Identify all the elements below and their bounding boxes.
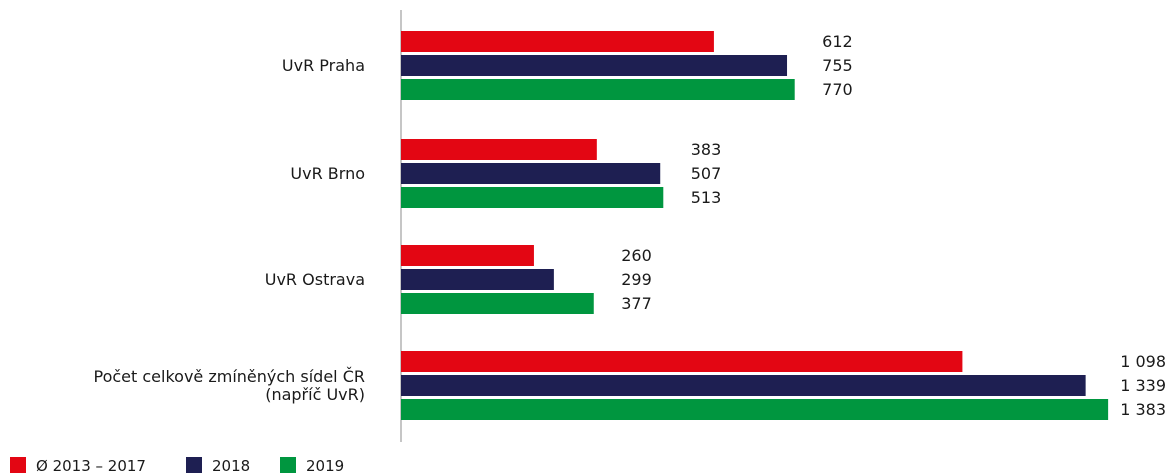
bar-3-1: [401, 245, 534, 266]
bar-1-2: [401, 55, 788, 76]
bar-2-3: [401, 187, 664, 208]
value-label-2-2: 507: [691, 164, 722, 183]
value-label-2-3: 513: [691, 188, 722, 207]
value-label-1-3: 770: [822, 80, 853, 99]
bar-1-1: [401, 31, 714, 52]
bars-layer: [401, 31, 1109, 420]
value-label-4-3: 1 383: [1120, 400, 1166, 419]
category-label-4-line-2: (napříč UvR): [265, 385, 365, 404]
bar-2-1: [401, 139, 597, 160]
value-label-2-1: 383: [691, 140, 722, 159]
bar-4-1: [401, 351, 963, 372]
legend-swatch-1: [10, 457, 26, 473]
value-label-1-1: 612: [822, 32, 853, 51]
value-label-1-2: 755: [822, 56, 853, 75]
category-label-4-line-1: Počet celkově zmíněných sídel ČR: [94, 367, 365, 386]
legend-label-2: 2018: [212, 457, 250, 475]
category-labels-layer: UvR Praha UvR Brno UvR Ostrava Počet celkov…: [94, 56, 365, 404]
bar-3-2: [401, 269, 554, 290]
value-label-3-2: 299: [621, 270, 652, 289]
bar-1-3: [401, 79, 795, 100]
legend-label-3: 2019: [306, 457, 344, 475]
value-label-3-3: 377: [621, 294, 652, 313]
value-labels-layer: 612 755 770 383 507 513 260 299 377 1 098 1 339 1 3…: [621, 32, 1166, 419]
category-label-3: UvR Ostrava: [265, 270, 365, 289]
category-label-1: UvR Praha: [282, 56, 365, 75]
bar-3-3: [401, 293, 594, 314]
legend-swatch-2: [186, 457, 202, 473]
legend: Ø 2013 – 2017 2018 2019: [10, 457, 344, 475]
bar-4-3: [401, 399, 1109, 420]
legend-swatch-3: [280, 457, 296, 473]
category-label-2: UvR Brno: [290, 164, 365, 183]
value-label-4-1: 1 098: [1120, 352, 1166, 371]
value-label-4-2: 1 339: [1120, 376, 1166, 395]
bar-4-2: [401, 375, 1086, 396]
legend-label-1: Ø 2013 – 2017: [36, 457, 146, 475]
value-label-3-1: 260: [621, 246, 652, 265]
bar-2-2: [401, 163, 661, 184]
